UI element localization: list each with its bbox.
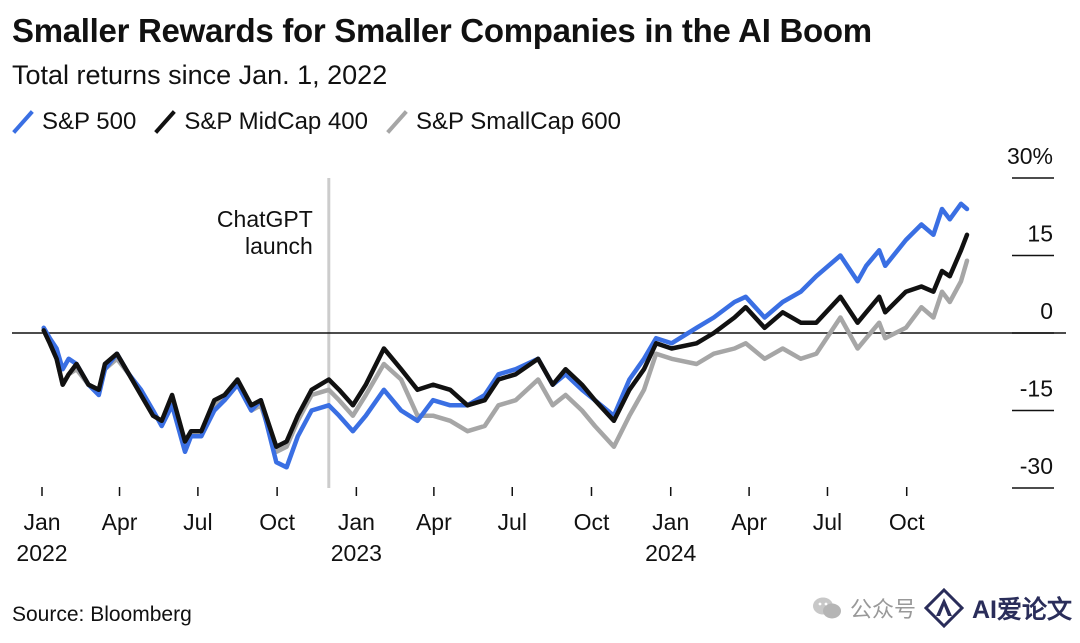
y-tick-label: 15 — [1027, 221, 1053, 247]
series-line-sp500 — [41, 201, 970, 470]
watermark: 公众号 AI爱论文 — [812, 588, 1072, 628]
series-layer — [41, 201, 970, 470]
brand-logo-icon — [923, 588, 964, 628]
wechat-icon — [812, 597, 841, 619]
x-tick-label: Jan — [338, 509, 375, 535]
legend-swatch-smallcap — [386, 110, 408, 134]
watermark-brand: AI爱论文 — [971, 596, 1072, 624]
y-tick-label: 30% — [1007, 143, 1053, 169]
x-tick-label: Jan — [652, 509, 689, 535]
x-tick-label: Jul — [498, 509, 527, 535]
x-tick-label: Oct — [574, 509, 610, 535]
x-axis: Jan 2022 Apr Jul Oct Jan 2023 Apr Jul Oct Jan 2024 A… — [16, 487, 925, 566]
x-tick-label: Apr — [102, 509, 138, 535]
x-tick-label: Apr — [416, 509, 452, 535]
x-tick-year-label: 2022 — [16, 540, 67, 566]
legend-item-smallcap: S&P SmallCap 600 — [386, 108, 621, 136]
legend-label-smallcap: S&P SmallCap 600 — [415, 108, 621, 135]
chart-legend: S&P 500 S&P MidCap 400 S&P SmallCap 600 — [12, 108, 621, 136]
chart-title: Smaller Rewards for Smaller Companies in… — [12, 12, 872, 49]
legend-item-midcap: S&P MidCap 400 — [154, 108, 368, 136]
annotation-label-line2: launch — [245, 233, 313, 259]
legend-label-midcap: S&P MidCap 400 — [184, 108, 368, 135]
y-tick-label: 0 — [1040, 298, 1053, 324]
chart-subtitle: Total returns since Jan. 1, 2022 — [12, 60, 388, 90]
legend-label-sp500: S&P 500 — [42, 108, 137, 135]
x-tick-label: Jul — [183, 509, 212, 535]
annotation-label-line1: ChatGPT — [217, 206, 313, 232]
watermark-channel: 公众号 — [849, 597, 916, 622]
x-tick-year-label: 2023 — [331, 540, 382, 566]
legend-swatch-midcap — [154, 110, 177, 134]
x-tick-year-label: 2024 — [645, 540, 696, 566]
x-tick-label: Oct — [889, 509, 925, 535]
source-note: Source: Bloomberg — [12, 603, 192, 626]
y-tick-label: -30 — [1020, 453, 1053, 479]
x-tick-label: Jul — [813, 509, 842, 535]
x-tick-label: Oct — [259, 509, 295, 535]
x-tick-label: Jan — [23, 509, 60, 535]
y-tick-label: -15 — [1020, 376, 1053, 402]
x-tick-label: Apr — [731, 509, 767, 535]
y-axis: 30% 15 0 -15 -30 — [1007, 143, 1054, 489]
series-line-midcap — [41, 232, 970, 449]
legend-item-sp500: S&P 500 — [12, 108, 136, 136]
legend-swatch-sp500 — [12, 110, 34, 134]
